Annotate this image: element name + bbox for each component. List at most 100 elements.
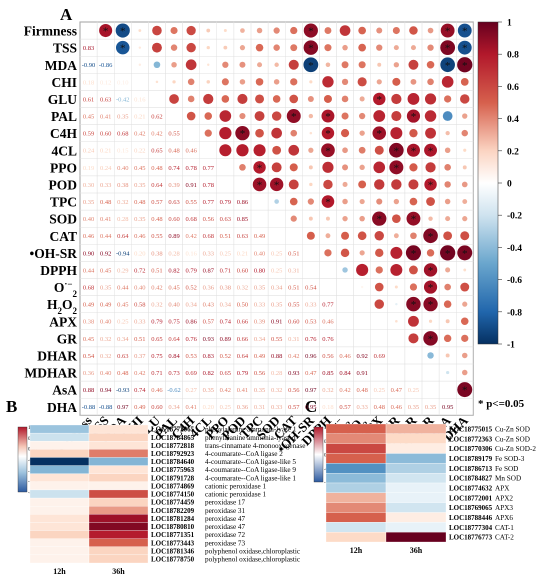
- correlation-circle: [409, 26, 418, 35]
- correlation-value: 0.48: [151, 165, 162, 172]
- correlation-value: 0.56: [288, 387, 300, 394]
- significance-star: *: [445, 26, 451, 38]
- correlation-value: 0.49: [254, 233, 265, 240]
- correlation-value: 0.34: [185, 302, 197, 309]
- significance-star: *: [428, 179, 434, 191]
- correlation-value: 0.64: [117, 233, 129, 240]
- correlation-circle: [409, 197, 418, 206]
- correlation-circle: [444, 283, 451, 291]
- gene-id: LOC18772818: [151, 442, 195, 450]
- correlation-circle: [290, 129, 298, 137]
- correlation-circle: [427, 352, 434, 359]
- heatmap-cell: [325, 443, 387, 454]
- correlation-value: 0.46: [185, 148, 197, 155]
- correlation-circle: [427, 27, 434, 34]
- significance-star: *: [428, 265, 434, 277]
- correlation-circle: [395, 319, 398, 323]
- correlation-circle: [460, 77, 469, 86]
- correlation-value: 0.56: [203, 216, 215, 223]
- correlation-circle: [274, 62, 279, 67]
- correlation-value: 0.51: [134, 336, 145, 343]
- correlation-value: 0.74: [134, 387, 146, 394]
- correlation-value: 0.21: [134, 113, 145, 120]
- correlation-circle: [274, 199, 279, 204]
- correlation-circle: [255, 78, 264, 86]
- heatmap-cell: [385, 463, 447, 474]
- gene-annotation: polyphenol oxidase,chloroplastic: [205, 547, 300, 555]
- correlation-circle: [289, 163, 298, 172]
- correlation-value: 0.35: [408, 404, 419, 411]
- heatmap-cell: [29, 473, 90, 482]
- significance-star: *: [308, 60, 314, 72]
- gene-annotation: phenylalanine ammonia-lyase 1: [205, 434, 297, 442]
- correlation-circle: [462, 165, 467, 170]
- colorbar-tick-label: -0.4: [507, 244, 522, 254]
- correlation-value: 0.82: [203, 370, 214, 377]
- correlation-value: 0.54: [305, 284, 317, 291]
- correlation-value: 0.84: [339, 370, 351, 377]
- correlation-value: 0.25: [374, 387, 385, 394]
- heatmap-cell: [325, 453, 387, 464]
- correlation-circle: [358, 180, 367, 189]
- correlation-value: 0.32: [271, 387, 282, 394]
- correlation-circle: [444, 147, 451, 154]
- significance-star: *: [325, 145, 331, 157]
- correlation-circle: [254, 111, 265, 122]
- gene-id: LOC18777304: [449, 524, 493, 532]
- heatmap-cell: [385, 512, 447, 523]
- correlation-circle: [374, 179, 385, 190]
- correlation-value: 0.33: [356, 404, 367, 411]
- correlation-value: 0.45: [134, 165, 145, 172]
- correlation-circle: [186, 25, 196, 36]
- correlation-circle: [155, 80, 159, 84]
- correlation-circle: [206, 80, 210, 84]
- correlation-circle: [321, 126, 335, 140]
- correlation-value: 0.55: [288, 302, 299, 309]
- correlation-value: 0.24: [83, 148, 95, 155]
- colorbar-tick-label: 1: [507, 19, 512, 29]
- correlation-cell: [302, 261, 320, 279]
- correlation-value: 0.42: [134, 370, 145, 377]
- correlation-circle: [342, 215, 348, 222]
- correlation-value: 0.63: [220, 216, 231, 223]
- correlation-circle: [207, 63, 210, 66]
- correlation-value: 0.24: [100, 165, 112, 172]
- correlation-circle: [423, 296, 438, 312]
- correlation-circle: [440, 57, 455, 73]
- correlation-value: 0.49: [83, 302, 94, 309]
- correlation-value: 0.93: [203, 336, 214, 343]
- correlation-circle: [375, 266, 383, 274]
- correlation-circle: [138, 46, 142, 49]
- correlation-circle: [356, 263, 369, 277]
- correlation-value: 0.78: [203, 182, 214, 189]
- correlation-cell: [250, 192, 269, 211]
- gene-annotation: cationic peroxidase 1: [205, 482, 266, 490]
- heatmap-cell: [29, 538, 90, 547]
- row-label: TSS: [53, 41, 77, 56]
- gene-id: LOC18772363: [449, 435, 493, 443]
- correlation-circle: [187, 95, 195, 103]
- correlation-cell: [131, 73, 149, 91]
- correlation-circle: [203, 93, 214, 105]
- correlation-cell: [302, 244, 320, 262]
- correlation-value: 0.88: [83, 387, 94, 394]
- correlation-circle: [372, 211, 387, 226]
- correlation-value: 0.53: [305, 319, 316, 326]
- correlation-circle: [325, 62, 331, 68]
- correlation-value: 0.40: [168, 302, 179, 309]
- colorbar-b: [17, 426, 28, 493]
- correlation-value: 0.35: [271, 302, 282, 309]
- row-label: DPPH: [40, 263, 77, 278]
- correlation-value: 0.32: [151, 302, 162, 309]
- gene-id: LOC18775963: [151, 466, 195, 474]
- correlation-cell: [353, 295, 371, 313]
- row-label: PPO: [50, 160, 77, 175]
- heatmap-cell: [88, 473, 149, 482]
- gene-annotation: Cu-Zn SOD: [495, 435, 530, 443]
- correlation-cell: [336, 295, 354, 313]
- gene-annotation: cationic peroxidase 1: [205, 491, 266, 499]
- correlation-cell: [113, 56, 132, 74]
- correlation-value: 0.56: [254, 370, 266, 377]
- significance-star: *: [428, 333, 434, 345]
